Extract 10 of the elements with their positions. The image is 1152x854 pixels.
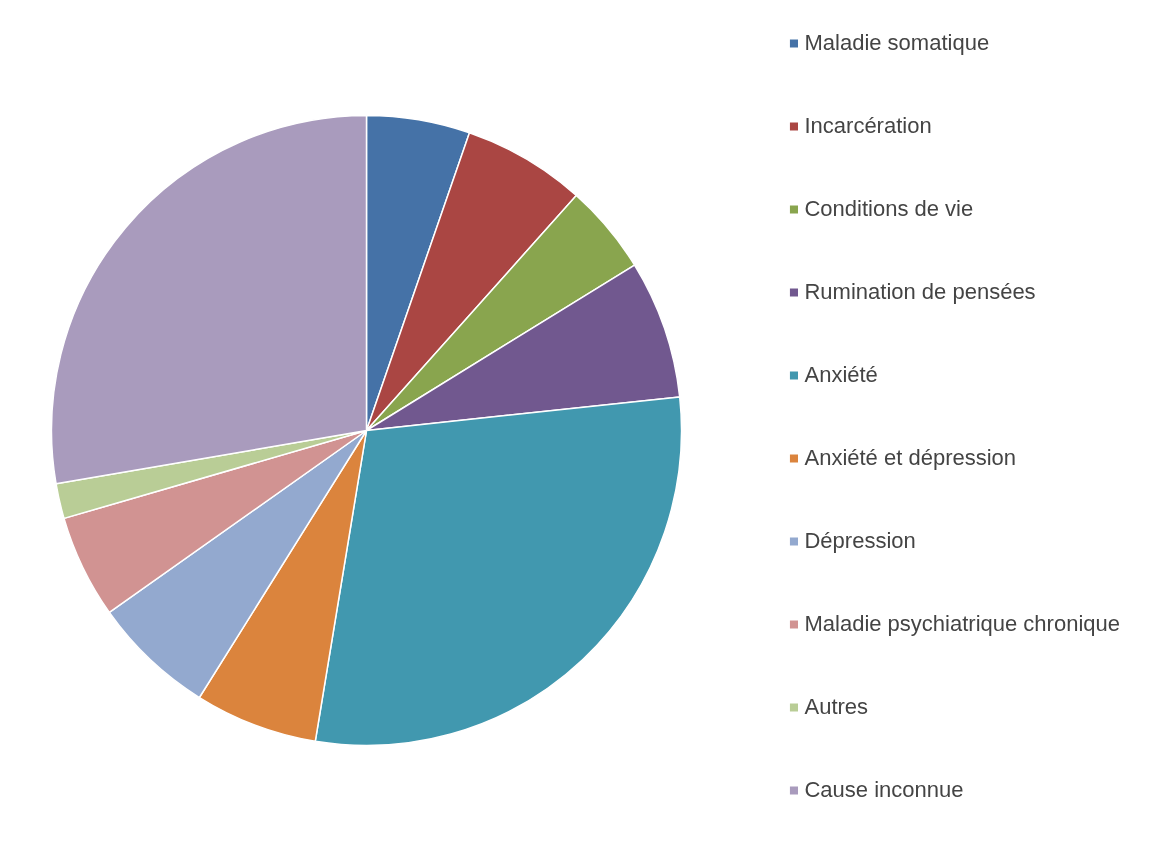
legend-label: Cause inconnue bbox=[804, 777, 964, 803]
legend-label: Rumination de pensées bbox=[804, 279, 1036, 305]
legend-label: Anxiété bbox=[804, 362, 878, 388]
legend-label: Maladie psychiatrique chronique bbox=[804, 611, 1120, 637]
legend-label: Conditions de vie bbox=[804, 196, 974, 222]
legend-label: Anxiété et dépression bbox=[804, 445, 1017, 471]
legend-label: Incarcération bbox=[804, 113, 932, 139]
legend-label: Dépression bbox=[804, 528, 916, 554]
legend-label: Maladie somatique bbox=[804, 30, 990, 56]
legend-label: Autres bbox=[804, 694, 869, 720]
